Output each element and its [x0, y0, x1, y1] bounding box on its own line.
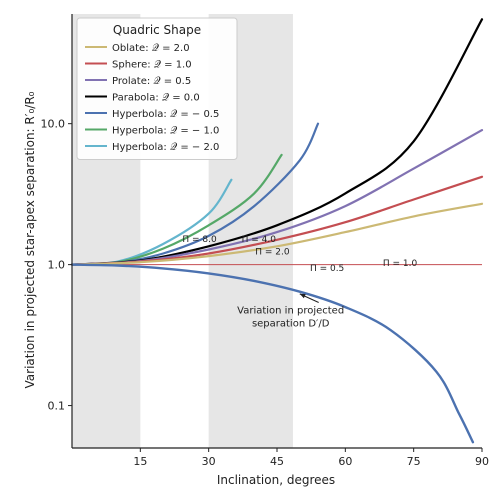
y-tick-label-1: 1.0 [48, 259, 66, 272]
y-axis-label: Variation in projected star-apex separat… [23, 91, 37, 388]
x-tick-label-30: 30 [202, 455, 216, 468]
annotation-line-2: separation D′/D [252, 319, 330, 330]
x-tick-label-75: 75 [407, 455, 421, 468]
pi-label-4: Π = 1.0 [383, 259, 418, 269]
legend-box [76, 17, 238, 160]
annotation-line-1: Variation in projected [237, 306, 344, 317]
legend-entry-3: Prolate: 𝒬 = 0.5 [112, 76, 191, 87]
legend-title: Quadric Shape [113, 23, 201, 37]
x-tick-label-60: 60 [338, 455, 352, 468]
legend-entry-7: Hyperbola: 𝒬 = − 2.0 [112, 142, 219, 153]
separation-curve [70, 263, 475, 444]
pi-label-3: Π = 2.0 [255, 247, 290, 257]
x-axis-label: Inclination, degrees [217, 473, 335, 487]
legend-entry-6: Hyperbola: 𝒬 = − 1.0 [112, 126, 219, 137]
legend-entry-5: Hyperbola: 𝒬 = − 0.5 [112, 109, 219, 120]
legend-entry-4: Parabola: 𝒬 = 0.0 [112, 93, 200, 104]
pi-label-1: Π = 8.0 [182, 235, 217, 245]
x-tick-label-90: 90 [475, 455, 489, 468]
annotation-arrowhead [299, 293, 306, 299]
x-tick-label-45: 45 [270, 455, 284, 468]
y-tick-label-0: 0.1 [48, 400, 66, 413]
legend-entry-2: Sphere: 𝒬 = 1.0 [112, 60, 192, 71]
pi-label-2: Π = 4.0 [242, 235, 277, 245]
legend-entry-1: Oblate: 𝒬 = 2.0 [112, 43, 190, 54]
pi-label-5: Π = 0.5 [310, 264, 344, 274]
y-tick-label-2: 10.0 [41, 118, 66, 131]
x-tick-label-15: 15 [133, 455, 147, 468]
series-Q=2.0 [70, 202, 484, 266]
